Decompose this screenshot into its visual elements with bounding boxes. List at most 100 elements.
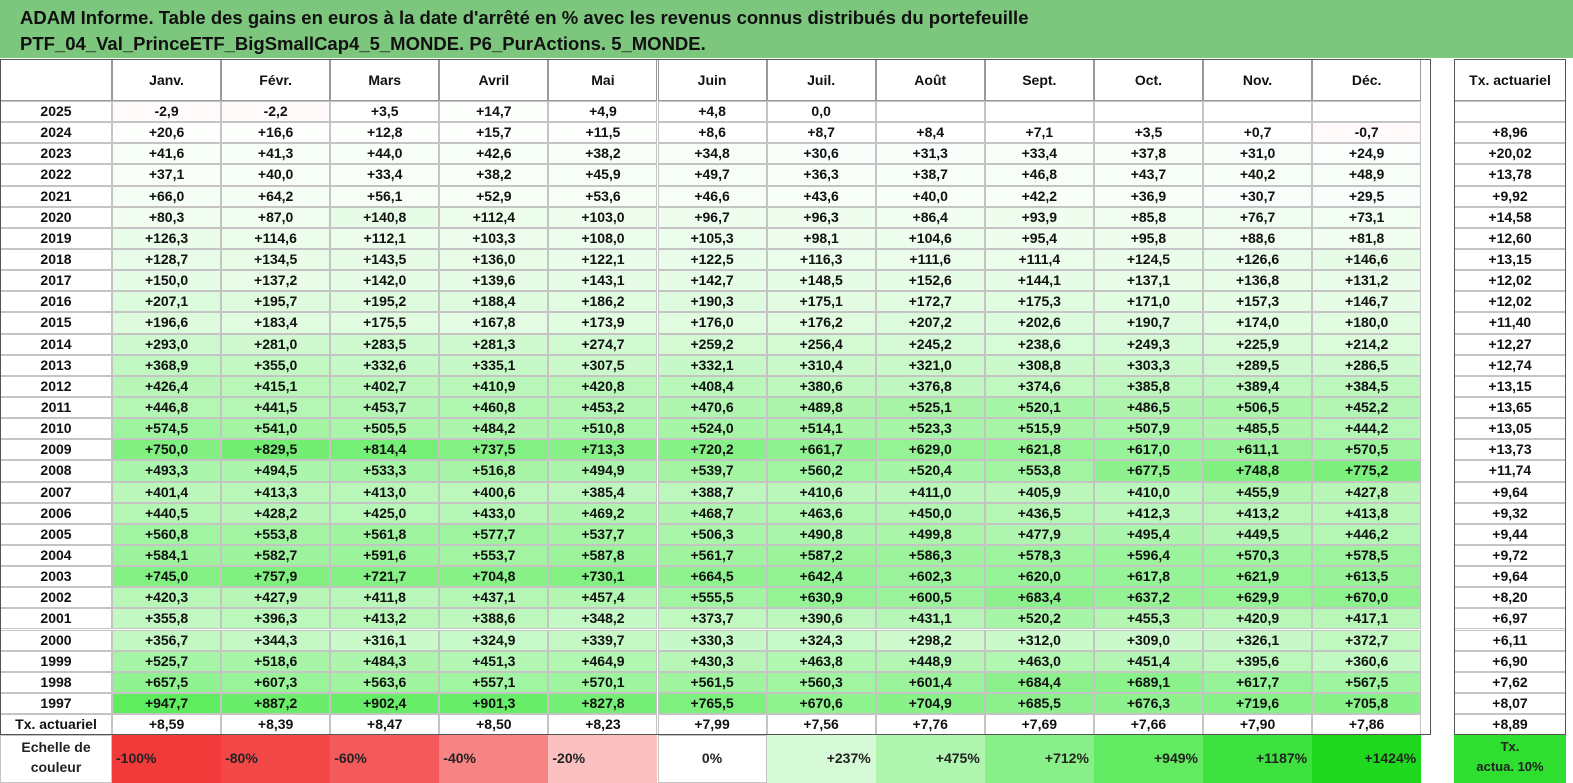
gain-cell: +887,2 [221, 692, 331, 715]
color-scale-label: Echelle de couleur [0, 735, 112, 783]
gain-cell: +420,8 [548, 375, 658, 397]
gain-cell: +96,3 [766, 206, 876, 228]
color-scale-swatch: +1424% [1312, 735, 1422, 783]
gain-cell: +142,0 [330, 270, 440, 292]
tx-actuariel-cell: +8,96 [1454, 122, 1566, 144]
gain-cell: +561,7 [657, 544, 767, 567]
gain-cell: +520,1 [984, 396, 1094, 419]
gain-cell: +139,6 [439, 270, 549, 292]
gain-cell: +112,4 [439, 206, 549, 228]
gain-cell: +413,8 [1312, 502, 1422, 524]
gain-cell: +207,1 [112, 291, 222, 313]
gain-cell: +137,2 [221, 270, 331, 292]
gain-cell: +88,6 [1203, 227, 1313, 249]
gain-cell: +46,6 [657, 185, 767, 207]
gain-cell: +661,7 [766, 439, 876, 461]
gain-cell: +30,6 [766, 143, 876, 165]
gain-cell: +36,9 [1093, 185, 1203, 207]
gain-cell: +374,6 [984, 375, 1094, 397]
gain-cell: +103,3 [439, 227, 549, 249]
gain-cell: +103,0 [548, 206, 658, 228]
month-header: Févr. [221, 59, 331, 101]
gain-cell: +376,8 [875, 375, 985, 397]
year-label: 2013 [0, 354, 112, 376]
gain-cell: +453,2 [548, 396, 658, 419]
gain-cell: +93,9 [984, 206, 1094, 228]
gain-cell: 0,0 [766, 101, 876, 123]
gain-cell: +441,5 [221, 396, 331, 419]
gain-cell: +335,1 [439, 354, 549, 376]
gain-cell: +557,1 [439, 671, 549, 693]
gain-cell: +3,5 [1093, 122, 1203, 144]
gain-cell: +37,8 [1093, 143, 1203, 165]
gain-cell: +596,4 [1093, 544, 1203, 567]
gain-cell: +415,1 [221, 375, 331, 397]
gain-cell: +85,8 [1093, 206, 1203, 228]
gain-cell: +310,4 [766, 354, 876, 376]
gain-cell: +146,6 [1312, 248, 1422, 271]
gain-cell: +563,6 [330, 671, 440, 693]
gain-cell: +86,4 [875, 206, 985, 228]
gain-cell: +175,3 [984, 291, 1094, 313]
footer-tx-cell: +7,99 [657, 714, 767, 736]
gain-cell: +775,2 [1312, 460, 1422, 482]
gain-cell: +8,6 [657, 122, 767, 144]
gain-cell: +617,8 [1093, 566, 1203, 588]
gain-cell: +411,0 [875, 481, 985, 503]
gain-cell: +95,8 [1093, 227, 1203, 249]
gain-cell: +176,2 [766, 312, 876, 334]
gain-cell: +704,9 [875, 692, 985, 715]
gain-cell: +281,3 [439, 333, 549, 355]
gain-cell [1312, 101, 1422, 123]
tx-actuariel-cell: +9,64 [1454, 481, 1566, 503]
color-scale-swatch: -80% [221, 735, 331, 783]
color-scale-swatch: -100% [112, 735, 222, 783]
gain-cell: +455,9 [1203, 481, 1313, 503]
gain-cell: +413,3 [221, 481, 331, 503]
gain-cell: +437,1 [439, 587, 549, 609]
color-scale-swatch: +1187% [1203, 735, 1313, 783]
gain-cell: +413,2 [330, 608, 440, 630]
gain-cell: +143,5 [330, 248, 440, 271]
gain-cell: +427,9 [221, 587, 331, 609]
year-label: 2020 [0, 206, 112, 228]
gain-cell: +73,1 [1312, 206, 1422, 228]
tx-actuariel-cell: +12,27 [1454, 333, 1566, 355]
gain-cell: +460,8 [439, 396, 549, 419]
gain-cell: +360,6 [1312, 650, 1422, 672]
gain-cell: +613,5 [1312, 566, 1422, 588]
gain-cell: +122,1 [548, 248, 658, 271]
tx-actuariel-cell: +9,72 [1454, 544, 1566, 567]
gain-cell: +46,8 [984, 164, 1094, 186]
tx-actuariel-cell: +6,97 [1454, 608, 1566, 630]
gain-cell: +112,1 [330, 227, 440, 249]
gain-cell: +537,7 [548, 523, 658, 545]
gain-cell: +259,2 [657, 333, 767, 355]
gain-cell: +721,7 [330, 566, 440, 588]
gain-cell: +114,6 [221, 227, 331, 249]
gain-cell: +38,2 [548, 143, 658, 165]
gain-cell: +29,5 [1312, 185, 1422, 207]
gain-cell: +730,1 [548, 566, 658, 588]
gain-cell: +587,8 [548, 544, 658, 567]
gain-cell: +108,0 [548, 227, 658, 249]
gain-cell: +38,2 [439, 164, 549, 186]
month-header: Nov. [1203, 59, 1313, 101]
gain-cell: +171,0 [1093, 291, 1203, 313]
gain-cell: +190,7 [1093, 312, 1203, 334]
tx-actuariel-cell: +8,20 [1454, 587, 1566, 609]
gain-cell: +256,4 [766, 333, 876, 355]
gain-cell: +670,0 [1312, 587, 1422, 609]
gain-cell: +146,7 [1312, 291, 1422, 313]
gain-cell: +20,6 [112, 122, 222, 144]
color-scale-swatch: -40% [439, 735, 549, 783]
gain-cell: +560,3 [766, 671, 876, 693]
month-header: Juin [657, 59, 767, 101]
gain-cell: +629,0 [875, 439, 985, 461]
gain-cell: +332,1 [657, 354, 767, 376]
gain-cell [875, 101, 985, 123]
gain-cell: +629,9 [1203, 587, 1313, 609]
gain-cell: +450,0 [875, 502, 985, 524]
gain-cell: +490,8 [766, 523, 876, 545]
gain-cell: +620,0 [984, 566, 1094, 588]
